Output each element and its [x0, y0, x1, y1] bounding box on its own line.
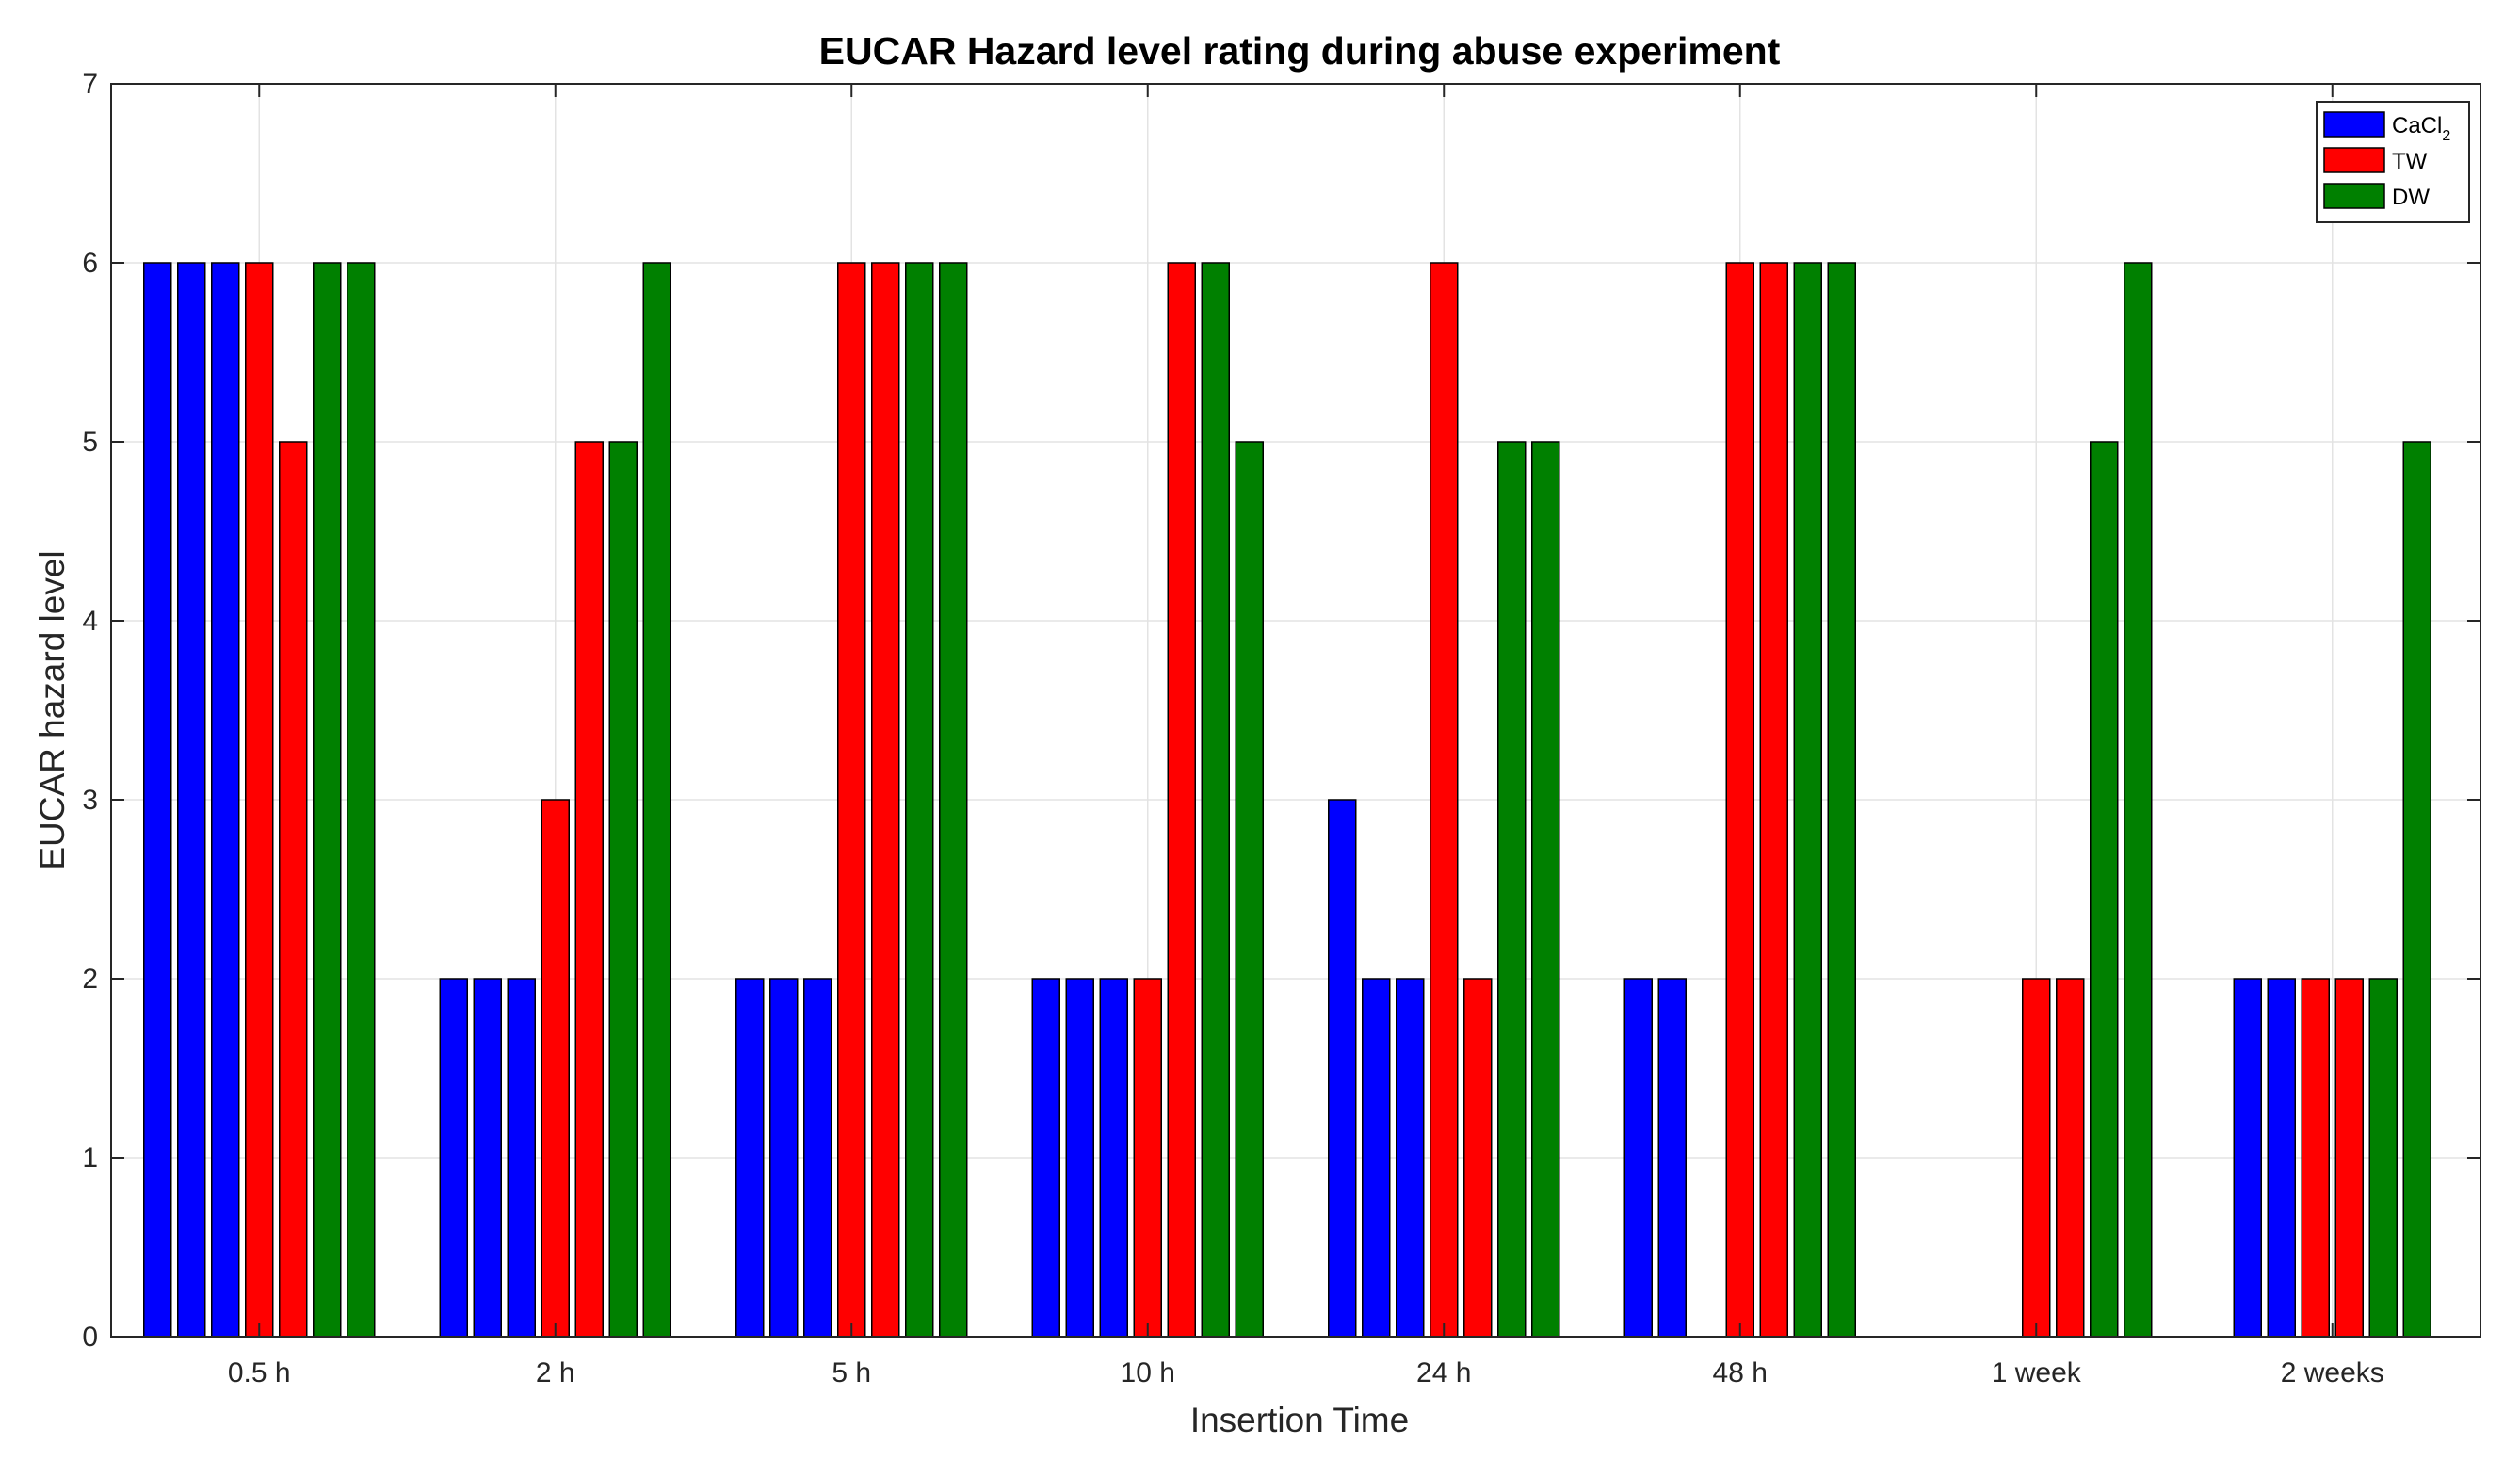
legend-swatch-dw — [2323, 183, 2385, 209]
bar-tw-5-h — [871, 262, 900, 1338]
legend-swatch-tw — [2323, 147, 2385, 173]
bar-tw-0.5-h — [279, 441, 308, 1338]
bar-dw-48-h — [1793, 262, 1822, 1338]
x-tick-label: 0.5 h — [228, 1357, 291, 1388]
bar-cacl2-24-h — [1328, 799, 1357, 1338]
bar-tw-2-weeks — [2301, 978, 2330, 1338]
y-tick-label: 2 — [82, 964, 98, 995]
bar-cacl2-0.5-h — [177, 262, 206, 1338]
bar-dw-2-weeks — [2368, 978, 2398, 1338]
y-tick-label: 3 — [82, 785, 98, 816]
bar-cacl2-5-h — [803, 978, 832, 1338]
bar-cacl2-2-weeks — [2267, 978, 2296, 1338]
y-tick-label: 5 — [82, 427, 98, 458]
bar-cacl2-10-h — [1099, 978, 1128, 1338]
bar-tw-10-h — [1167, 262, 1196, 1338]
bar-cacl2-10-h — [1031, 978, 1060, 1338]
bar-tw-24-h — [1463, 978, 1493, 1338]
bar-tw-2-h — [574, 441, 604, 1338]
legend: CaCl2 TW DW — [2316, 101, 2470, 223]
x-axis-label: Insertion Time — [1190, 1401, 1409, 1439]
legend-label-tw: TW — [2392, 149, 2428, 174]
legend-label-dw: DW — [2392, 185, 2430, 210]
bar-cacl2-2-weeks — [2233, 978, 2262, 1338]
bar-dw-0.5-h — [313, 262, 342, 1338]
bar-tw-10-h — [1133, 978, 1162, 1338]
bar-dw-48-h — [1827, 262, 1856, 1338]
bar-cacl2-5-h — [735, 978, 765, 1338]
bar-cacl2-48-h — [1657, 978, 1687, 1338]
y-axis-label: EUCAR hazard level — [33, 550, 72, 869]
y-tick-label: 0 — [82, 1322, 98, 1353]
bar-cacl2-24-h — [1396, 978, 1425, 1338]
bar-tw-2-weeks — [2334, 978, 2364, 1338]
bar-dw-2-weeks — [2402, 441, 2431, 1338]
bar-tw-48-h — [1725, 262, 1754, 1338]
bar-cacl2-2-h — [507, 978, 536, 1338]
x-tick-label: 2 weeks — [2281, 1357, 2384, 1388]
legend-swatch-cacl2 — [2323, 111, 2385, 138]
bar-cacl2-0.5-h — [143, 262, 172, 1338]
plot-area — [111, 84, 2480, 1337]
bar-dw-2-h — [642, 262, 671, 1338]
y-tick-label: 6 — [82, 248, 98, 279]
y-tick-label: 1 — [82, 1143, 98, 1174]
y-tick-label: 7 — [82, 69, 98, 100]
bar-cacl2-10-h — [1065, 978, 1094, 1338]
x-tick-label: 48 h — [1713, 1357, 1768, 1388]
bar-cacl2-5-h — [769, 978, 799, 1338]
bar-dw-1-week — [2090, 441, 2119, 1338]
bar-dw-10-h — [1201, 262, 1230, 1338]
plot-frame — [110, 83, 2481, 1338]
bar-cacl2-2-h — [473, 978, 502, 1338]
bar-tw-2-h — [541, 799, 570, 1338]
y-tick-label: 4 — [82, 606, 98, 637]
bar-tw-0.5-h — [245, 262, 274, 1338]
bar-dw-0.5-h — [347, 262, 376, 1338]
x-tick-label: 5 h — [832, 1357, 871, 1388]
bar-cacl2-48-h — [1623, 978, 1653, 1338]
chart-title: EUCAR Hazard level rating during abuse e… — [819, 29, 1781, 73]
axis-ticks: 0 1 2 3 4 5 6 7 0.5 h 2 h 5 h 10 h 24 h 48 h 1 week 2 w… — [82, 69, 2480, 1388]
bar-tw-1-week — [2056, 978, 2085, 1338]
bar-cacl2-2-h — [439, 978, 468, 1338]
bar-tw-48-h — [1759, 262, 1788, 1338]
bar-dw-1-week — [2124, 262, 2153, 1338]
bar-dw-24-h — [1497, 441, 1527, 1338]
bar-cacl2-24-h — [1362, 978, 1391, 1338]
bar-tw-5-h — [837, 262, 866, 1338]
bar-tw-1-week — [2022, 978, 2051, 1338]
x-tick-label: 1 week — [1992, 1357, 2082, 1388]
x-tick-label: 10 h — [1121, 1357, 1175, 1388]
bar-tw-24-h — [1430, 262, 1459, 1338]
x-tick-label: 24 h — [1416, 1357, 1471, 1388]
legend-label-cacl2: CaCl2 — [2392, 113, 2450, 144]
bar-dw-24-h — [1531, 441, 1560, 1338]
x-tick-label: 2 h — [536, 1357, 575, 1388]
bar-cacl2-0.5-h — [211, 262, 240, 1338]
bar-dw-10-h — [1235, 441, 1264, 1338]
bar-dw-5-h — [905, 262, 934, 1338]
bar-dw-2-h — [608, 441, 638, 1338]
bar-dw-5-h — [939, 262, 968, 1338]
